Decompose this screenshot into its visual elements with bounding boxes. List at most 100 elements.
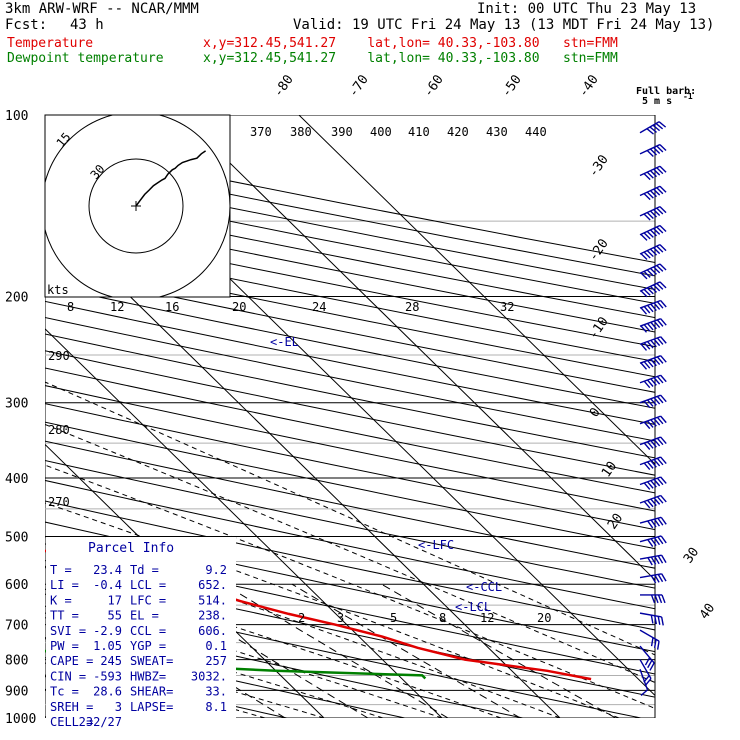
wind-barb-flag bbox=[643, 361, 651, 369]
isotherm-label: -50 bbox=[499, 72, 525, 100]
dry-adiabat bbox=[45, 300, 655, 425]
parcel-info-value: -2.9 bbox=[93, 624, 122, 638]
wind-barb-flag bbox=[656, 226, 664, 234]
parcel-info-key: PW = bbox=[50, 639, 79, 653]
wind-barb-flag bbox=[656, 477, 664, 486]
hodo-speed-label: 32 bbox=[500, 300, 514, 314]
parcel-info-key: TT = bbox=[50, 609, 79, 623]
wind-barb-flag bbox=[643, 270, 651, 278]
forecast-hours: 43 h bbox=[70, 17, 104, 33]
pressure-label: 100 bbox=[5, 109, 28, 124]
wind-barb-flag bbox=[653, 266, 661, 274]
wind-barb-flag bbox=[656, 145, 664, 153]
mixing-ratio-label: 12 bbox=[480, 611, 494, 625]
forecast-label: Fcst: bbox=[5, 17, 48, 33]
wind-barb-flag bbox=[657, 616, 661, 625]
isotherm-label: 20 bbox=[605, 511, 626, 532]
dewpoint-location: x,y=312.45,541.27 lat,lon= 40.33,-103.80… bbox=[203, 51, 618, 66]
wind-barb-flag bbox=[657, 594, 663, 604]
theta-label: 370 bbox=[250, 125, 272, 139]
wind-barb-flag bbox=[659, 185, 667, 193]
wind-barb-flag bbox=[656, 301, 664, 309]
wind-barb-flag bbox=[640, 272, 648, 280]
hodo-speed-label: 16 bbox=[165, 300, 179, 314]
wind-barb-flag bbox=[647, 539, 654, 547]
wind-barb-flag bbox=[643, 288, 651, 296]
dry-adiabat bbox=[45, 350, 655, 476]
wind-barb-flag bbox=[656, 375, 664, 384]
parcel-info-value: 3032. bbox=[191, 669, 227, 683]
theta-label: 420 bbox=[447, 125, 469, 139]
wind-barb-staff bbox=[639, 456, 661, 466]
temperature-location: x,y=312.45,541.27 lat,lon= 40.33,-103.80… bbox=[203, 36, 618, 51]
wind-barb-staff bbox=[639, 224, 661, 236]
barb-key-value: 5 m s bbox=[642, 96, 672, 107]
wind-barb-flag bbox=[649, 148, 658, 156]
wind-barb-flag bbox=[646, 461, 654, 469]
wind-barb-flag bbox=[650, 321, 657, 330]
theta-label: 380 bbox=[290, 125, 312, 139]
wind-barb-staff bbox=[639, 494, 661, 504]
isotherm-label: -60 bbox=[421, 72, 447, 100]
wind-barb-flag bbox=[660, 300, 667, 308]
wind-barb-flag bbox=[660, 318, 667, 326]
wind-barb-staff bbox=[639, 205, 661, 217]
wind-barb-flag bbox=[653, 537, 661, 546]
wind-barb-flag bbox=[653, 478, 661, 487]
parcel-info-value: 245 bbox=[100, 654, 122, 668]
wind-barb-flag bbox=[646, 250, 654, 258]
wind-barb-flag bbox=[656, 457, 664, 466]
wind-barb-flag bbox=[647, 659, 653, 669]
parcel-info-key: LI = bbox=[50, 578, 79, 592]
parcel-info-value: 28.6 bbox=[93, 685, 122, 699]
wind-barb-flag bbox=[646, 212, 654, 219]
wind-barb-flag bbox=[643, 482, 651, 490]
wind-barb-flag bbox=[653, 188, 661, 196]
wind-barb-staff bbox=[639, 415, 661, 425]
isotherm-label: 10 bbox=[599, 459, 620, 480]
wind-barbs bbox=[639, 115, 667, 718]
theta-label: 430 bbox=[486, 125, 508, 139]
wind-barb-flag bbox=[657, 536, 664, 545]
parcel-info-key: Td = bbox=[130, 563, 159, 577]
parcel-info-key: CCL = bbox=[130, 624, 166, 638]
parcel-info-value: 55 bbox=[108, 609, 122, 623]
parcel-info-value: 23.4 bbox=[93, 563, 122, 577]
wind-barb-flag bbox=[643, 400, 651, 409]
parcel-info-key: LFC = bbox=[130, 593, 166, 607]
wind-barb-flag bbox=[646, 287, 654, 295]
init-time: Init: 00 UTC Thu 23 May 13 bbox=[477, 1, 697, 17]
wind-barb-flag bbox=[659, 263, 667, 271]
wind-barb-flag bbox=[646, 149, 654, 157]
pressure-label: 900 bbox=[5, 684, 28, 699]
wind-barb-flag bbox=[640, 362, 648, 370]
dry-adiabat bbox=[45, 239, 655, 363]
wind-barb-staff bbox=[639, 668, 649, 691]
wind-barb-staff bbox=[639, 476, 661, 486]
parcel-info-value: 1.05 bbox=[93, 639, 122, 653]
wind-barb-flag bbox=[654, 556, 660, 565]
mixing-ratio-label: 5 bbox=[390, 611, 397, 625]
wind-barb-flag bbox=[650, 519, 657, 528]
wind-barb-flag bbox=[640, 290, 648, 298]
wind-barb-flag bbox=[646, 341, 654, 349]
moist-adiabat bbox=[45, 464, 655, 709]
wind-barb-flag bbox=[656, 245, 664, 253]
wind-barb-flag bbox=[660, 516, 667, 525]
wind-barb-staff bbox=[639, 516, 662, 524]
parcel-info-value: 238. bbox=[198, 609, 227, 623]
parcel-info-key: HWBZ= bbox=[130, 669, 166, 683]
wind-barb-flag bbox=[653, 438, 661, 447]
wind-barb-flag bbox=[653, 320, 661, 329]
wind-barb-flag bbox=[640, 233, 648, 241]
wind-barb-flag bbox=[653, 357, 661, 366]
wind-barb-flag bbox=[650, 614, 654, 624]
wind-barb-staff bbox=[639, 645, 655, 664]
pressure-label: 600 bbox=[5, 578, 28, 593]
wind-barb-flag bbox=[650, 419, 657, 427]
wind-barb-flag bbox=[650, 358, 657, 367]
wind-barb-staff bbox=[639, 573, 662, 579]
wind-barb-flag bbox=[660, 616, 664, 626]
theta-label: 400 bbox=[370, 125, 392, 139]
pressure-label: 1000 bbox=[5, 712, 36, 727]
